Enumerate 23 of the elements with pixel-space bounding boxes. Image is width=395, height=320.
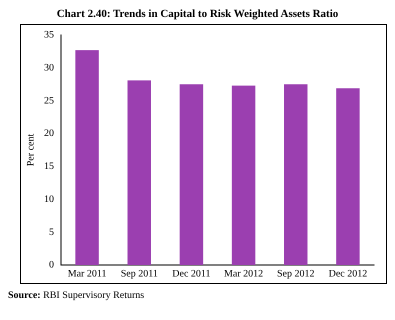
x-tick-label: Dec 2012: [328, 268, 368, 280]
chart-title: Chart 2.40: Trends in Capital to Risk Weighted Assets Ratio: [56, 8, 340, 20]
y-tick-label: 20: [44, 128, 54, 140]
y-tick-label: 0: [49, 260, 54, 271]
y-tick-label: 5: [49, 226, 54, 238]
x-tick-label: Sep 2012: [277, 268, 314, 280]
bar: [128, 80, 151, 265]
y-tick-label: 15: [44, 161, 54, 172]
y-tick-label: 10: [44, 194, 54, 205]
x-tick-label: Sep 2011: [120, 268, 158, 280]
y-tick-label: 35: [44, 30, 54, 41]
bar: [180, 84, 204, 265]
bar: [232, 86, 256, 265]
bar: [336, 88, 360, 265]
bar: [75, 50, 99, 265]
x-tick-label: Mar 2012: [224, 268, 264, 280]
y-axis-title: Per cent: [26, 134, 37, 166]
x-tick-label: Dec 2011: [172, 268, 211, 280]
y-tick-label: 30: [44, 62, 54, 74]
bar: [284, 84, 308, 265]
x-tick-label: Mar 2011: [68, 268, 106, 280]
y-tick-label: 25: [44, 95, 54, 106]
source-note: Source: RBI Supervisory Returns: [8, 290, 146, 301]
